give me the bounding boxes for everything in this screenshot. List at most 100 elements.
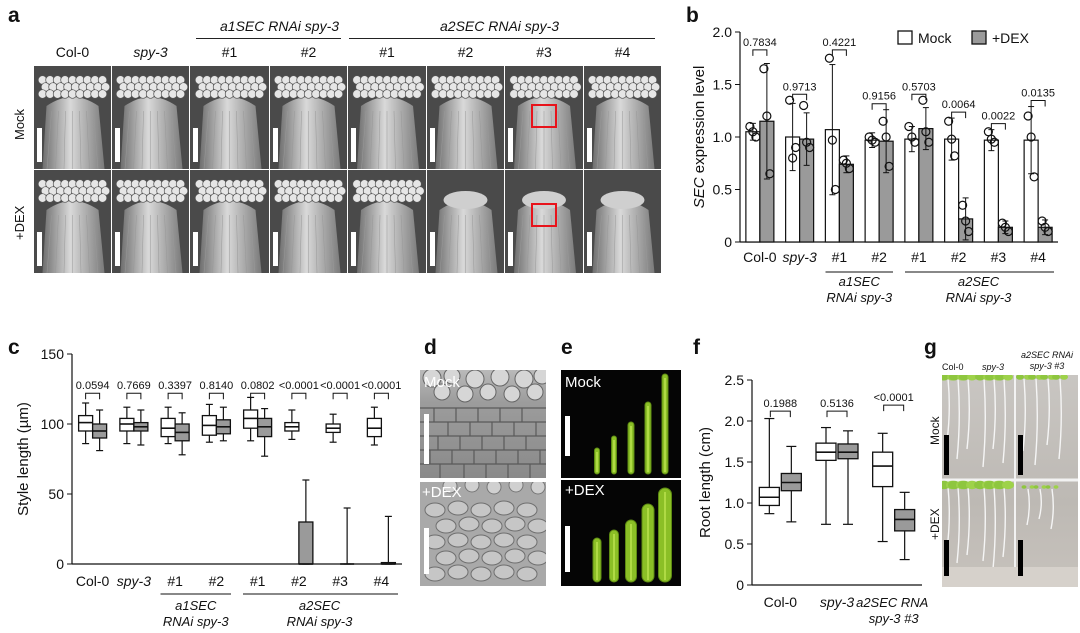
cell-line [378,214,381,273]
y-tick-label: 0 [724,234,732,250]
data-point-dex [762,111,772,121]
y-tick-label: 0 [56,556,64,572]
cell-line [564,214,570,273]
cotyledon [975,375,985,381]
highlight-box [531,104,557,128]
scale-bar [944,540,949,576]
cell-line [361,214,367,273]
cell-line [613,110,616,169]
stigma-cap [115,179,189,203]
sem-drawing [352,179,425,273]
papilla [490,89,501,99]
x-tick-label: spy-3 [783,249,817,265]
cell-line [79,110,82,169]
group-label: RNAi spy-3 [163,614,230,629]
cell-line [141,110,144,169]
cell-line [322,214,326,273]
sem-style-mock-1 [112,66,189,169]
x-tick-label: #3 [991,249,1007,265]
scale-bar-d-bottom [424,528,429,574]
p-value: <0.0001 [320,380,360,392]
y-axis-label: Style length (µm) [15,402,32,516]
cell-line [596,214,602,273]
cell-line [564,110,570,169]
scale-bar [508,128,513,162]
col-label-0: Col-0 [55,44,90,60]
scale-bar [1018,435,1023,475]
y-tick-label: 2.0 [725,413,745,429]
cell-line [407,110,413,169]
data-point-dex [958,200,968,210]
label-dex-d: +DEX [422,484,462,501]
root [1046,378,1050,446]
root [946,486,950,550]
sem-style-mock-7 [584,66,661,169]
y-tick-label: 0.5 [725,536,745,552]
data-point-mock [910,137,920,147]
p-bracket [291,392,307,400]
data-point-mock [1029,172,1039,182]
group-label-a1sec: a1SEC RNAi spy-3 [220,18,340,34]
box-dex-box [298,521,314,565]
siliques [594,373,669,475]
y-tick-label: 0 [736,577,744,593]
sem-drawing [194,75,268,169]
cell-line [164,214,168,273]
p-value: 0.8140 [200,380,234,392]
cell-line [329,214,335,273]
group-label: a2SEC [299,598,341,613]
cotyledon [995,375,1005,381]
g-row-label-mock: Mock [928,416,942,445]
style-body [592,97,655,169]
root [1050,488,1054,530]
data-point-mock [748,127,758,137]
p-bracket [752,49,768,56]
cell-line [557,214,562,273]
x-tick-label: a2SEC RNAi [856,595,928,610]
data-point-mock [785,95,795,105]
root [956,486,960,564]
root [1026,488,1030,526]
scale-bar [193,128,198,162]
y-tick-label: 1.0 [725,495,745,511]
scale-bar [273,128,278,162]
siliques [592,487,672,583]
p-value: 0.7834 [743,37,777,49]
papilla [254,193,265,203]
cell-line [479,110,483,169]
scale-bar [430,232,435,266]
cell-line [535,110,538,169]
scale-bar [430,128,435,162]
style-body [42,201,105,273]
data-point-dex [841,158,851,168]
cell-line [55,110,59,169]
cell-line [407,214,413,273]
p-value: <0.0001 [874,392,914,404]
y-tick-label: 1.0 [713,129,733,145]
p-value: 0.0064 [942,99,976,111]
data-point-dex [924,137,934,147]
papilla [333,89,344,99]
data-point-mock [788,153,798,163]
cotyledon [1053,485,1059,489]
box-dex-box [894,508,916,532]
p-value: 0.0802 [241,380,275,392]
cell-line [171,214,177,273]
cell-line [63,110,66,169]
style-body [435,201,498,273]
papilla [97,89,108,99]
cell-line [486,214,492,273]
style-body [514,201,576,273]
panel-label-f: f [693,336,700,359]
cell-line [93,110,99,169]
sem-drawing [115,75,189,169]
legend-label-mock: Mock [918,30,952,46]
root [982,486,986,562]
scale-bar [351,128,356,162]
cotyledon [1033,485,1039,489]
p-value: 0.4221 [823,37,857,49]
p-bracket [250,392,266,400]
legend-swatch-mock [897,30,913,45]
label-mock-e: Mock [565,374,601,391]
p-value: 0.7669 [117,380,151,392]
